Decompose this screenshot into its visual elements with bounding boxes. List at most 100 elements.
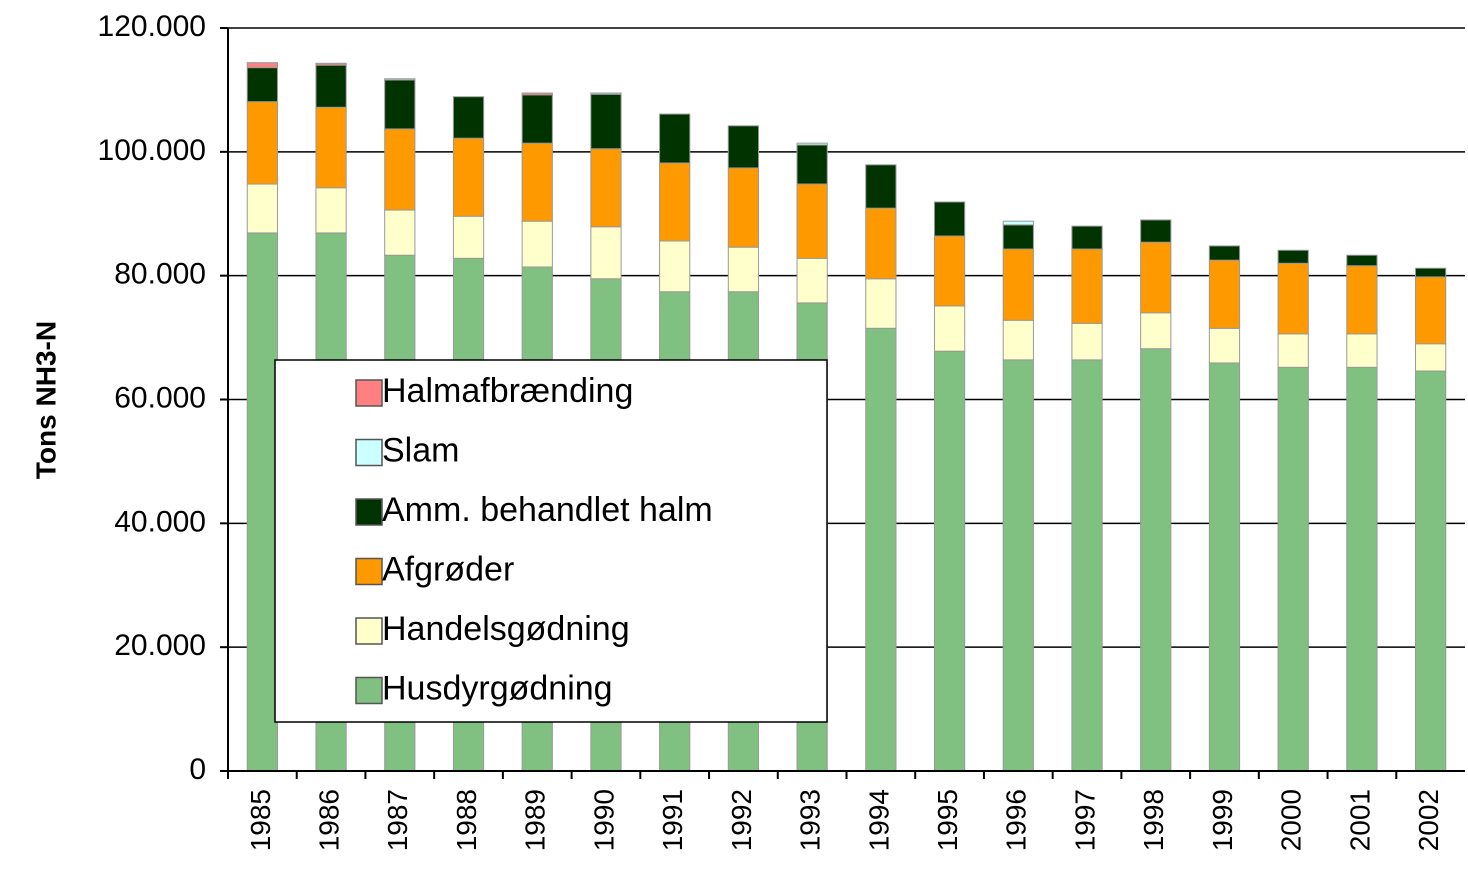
bar-segment	[865, 327, 897, 772]
bar-segment	[933, 305, 966, 352]
bar-segment	[452, 96, 485, 139]
x-tick-label: 1993	[795, 789, 826, 851]
bar-segment	[933, 235, 966, 307]
bar-segment	[796, 257, 828, 304]
y-axis-title: Tons NH3-N	[30, 321, 61, 479]
bar-segment	[1277, 366, 1309, 772]
bar-segment	[1346, 254, 1378, 267]
bar-segment	[590, 92, 622, 95]
bar-segment	[384, 128, 416, 211]
x-tick-label: 1991	[657, 789, 688, 851]
bar-segment	[865, 207, 897, 280]
legend-label: Handelsgødning	[382, 610, 630, 648]
legend: Husdyrgødning Handelsgødning Afgrøder Amm. …	[274, 359, 828, 723]
bar-segment	[1071, 248, 1103, 324]
bar-segment	[1277, 262, 1309, 335]
legend-label: Amm. behandlet halm	[382, 491, 713, 529]
bar-segment	[521, 142, 553, 222]
x-tick-label: 1998	[1138, 789, 1169, 851]
legend-swatch	[355, 379, 383, 407]
bar-segment	[865, 164, 897, 209]
legend-label: Slam	[382, 431, 459, 469]
bar-segment	[659, 240, 691, 293]
x-tick-label: 1986	[313, 789, 344, 851]
bar-segment	[246, 101, 278, 185]
bar-segment	[315, 64, 347, 108]
bar-segment	[590, 148, 622, 228]
x-tick-label: 1997	[1069, 789, 1100, 851]
y-tick-label: 0	[189, 753, 206, 786]
bar-segment	[452, 215, 485, 259]
bar-segment	[727, 125, 760, 169]
x-tick-label: 1996	[1001, 789, 1032, 851]
bar-segment	[1071, 359, 1103, 772]
bar-segment	[1415, 267, 1447, 278]
bar-segment	[1208, 362, 1241, 772]
bar-segment	[796, 142, 828, 146]
legend-swatch	[355, 438, 383, 467]
bar-segment	[1071, 322, 1103, 361]
bar-segment	[246, 67, 278, 103]
legend-swatch	[355, 617, 383, 645]
bar-segment	[521, 94, 553, 144]
bar-segment	[315, 62, 347, 66]
legend-label: Afgrøder	[382, 550, 514, 588]
y-tick-label: 20.000	[114, 629, 206, 662]
bar-segment	[1140, 219, 1172, 243]
legend-box	[274, 359, 828, 723]
x-tick-label: 2000	[1276, 789, 1307, 851]
bar-segment	[727, 246, 760, 293]
legend-label: Halmafbrænding	[382, 372, 633, 410]
bar-segment	[865, 278, 897, 329]
bar-segment	[1346, 366, 1378, 772]
bar-segment	[1208, 259, 1241, 329]
bar-segment	[1071, 225, 1103, 250]
bar-segment	[315, 106, 347, 189]
bar-segment	[384, 79, 416, 130]
bar-segment	[659, 162, 691, 242]
bar-segment	[796, 183, 828, 259]
legend-swatch	[355, 498, 383, 526]
x-tick-label: 1999	[1207, 789, 1238, 851]
x-tick-label: 1987	[382, 789, 413, 851]
y-tick-label: 60.000	[114, 381, 206, 414]
bar-segment	[1415, 370, 1447, 772]
bar-segment	[1140, 348, 1172, 772]
x-tick-label: 1994	[863, 789, 894, 851]
x-tick-label: 1992	[726, 789, 757, 851]
bar-segment	[796, 144, 828, 185]
bar-segment	[727, 167, 760, 248]
bar-segment	[1002, 248, 1034, 321]
y-tick-label: 100.000	[98, 134, 206, 167]
bar-segment	[1002, 220, 1034, 226]
x-tick-label: 2001	[1344, 789, 1375, 851]
bar-segment	[452, 137, 485, 217]
bar-segment	[1277, 249, 1309, 264]
x-tick-label: 1995	[932, 789, 963, 851]
bar-segment	[1140, 312, 1172, 350]
bar-segment	[590, 226, 622, 280]
x-tick-label: 1988	[451, 789, 482, 851]
bar-segment	[933, 350, 966, 772]
bar-segment	[521, 220, 553, 268]
y-tick-label: 80.000	[114, 258, 206, 291]
bar-segment	[246, 62, 278, 69]
bar-segment	[315, 187, 347, 234]
x-tick-label: 1990	[588, 789, 619, 851]
bar-segment	[590, 93, 622, 150]
bar-segment	[1140, 241, 1172, 314]
bar-segment	[1415, 276, 1447, 345]
bar-segment	[1208, 327, 1241, 364]
legend-swatch	[355, 557, 383, 586]
x-tick-label: 1985	[245, 789, 276, 851]
bar-segment	[1002, 224, 1034, 250]
x-tick-label: 2002	[1413, 789, 1444, 851]
bar-segment	[384, 209, 416, 256]
bar-segment	[1002, 319, 1034, 361]
bar-segment	[246, 232, 278, 772]
legend-label: Husdyrgødning	[382, 669, 613, 707]
bar-segment	[1346, 265, 1378, 335]
legend-swatch	[355, 676, 383, 705]
bar-segment	[1346, 333, 1378, 368]
y-tick-label: 40.000	[114, 505, 206, 538]
